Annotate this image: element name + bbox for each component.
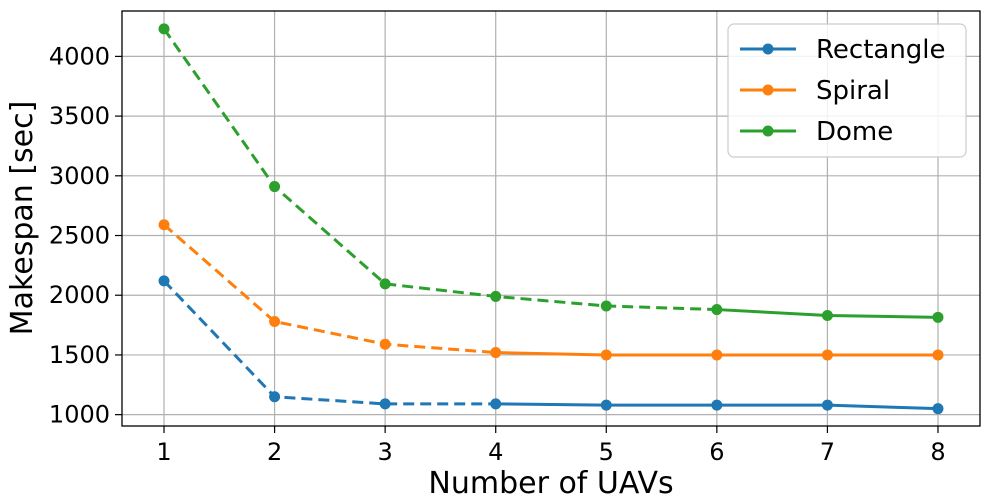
- data-point: [490, 347, 502, 359]
- y-axis-ticks: 1000 1500 2000 2500 3000 3500 4000: [49, 42, 122, 429]
- data-point: [269, 181, 281, 193]
- data-point: [711, 304, 723, 316]
- y-tick-label: 2000: [49, 281, 110, 309]
- legend-label: Rectangle: [816, 35, 946, 65]
- data-point: [269, 391, 281, 403]
- x-tick-label: 8: [930, 438, 945, 466]
- data-point: [932, 349, 944, 361]
- x-tick-label: 7: [820, 438, 835, 466]
- data-point: [490, 290, 502, 302]
- x-tick-label: 2: [267, 438, 282, 466]
- y-tick-label: 1500: [49, 341, 110, 369]
- y-axis-label: Makespan [sec]: [5, 101, 40, 336]
- data-point: [711, 399, 723, 411]
- data-point: [379, 338, 391, 350]
- data-point: [379, 398, 391, 410]
- x-axis-label: Number of UAVs: [428, 466, 673, 500]
- y-tick-label: 4000: [49, 42, 110, 70]
- data-point: [600, 300, 612, 312]
- x-tick-label: 3: [378, 438, 393, 466]
- legend-label: Spiral: [816, 76, 890, 106]
- data-point: [821, 399, 833, 411]
- data-point: [932, 403, 944, 415]
- series-spiral: [158, 219, 944, 361]
- data-point: [821, 310, 833, 322]
- series-line-dashed: [162, 28, 717, 312]
- series-line-dashed: [163, 223, 496, 355]
- data-point: [932, 311, 944, 323]
- data-point: [158, 219, 170, 231]
- series-layer: [158, 23, 944, 415]
- series-rectangle: [158, 275, 944, 415]
- data-point: [490, 398, 502, 410]
- data-point: [711, 349, 723, 361]
- x-tick-label: 4: [488, 438, 503, 466]
- x-tick-label: 6: [709, 438, 724, 466]
- legend-marker: [762, 125, 774, 137]
- data-point: [821, 349, 833, 361]
- legend-label: Dome: [816, 117, 893, 147]
- series-line-dashed: [162, 279, 496, 406]
- data-point: [269, 316, 281, 328]
- y-tick-label: 3000: [49, 162, 110, 190]
- series-dome: [158, 23, 944, 323]
- y-tick-label: 3500: [49, 102, 110, 130]
- y-tick-label: 2500: [49, 222, 110, 250]
- data-point: [158, 23, 170, 35]
- x-tick-label: 1: [156, 438, 171, 466]
- x-tick-label: 5: [599, 438, 614, 466]
- legend-marker: [762, 43, 774, 55]
- legend-box: [727, 23, 967, 158]
- plot-frame: [121, 10, 981, 427]
- legend: Rectangle Spiral Dome: [727, 23, 967, 158]
- data-point: [158, 275, 170, 287]
- x-axis-ticks: 1 2 3 4 5 6 7 8: [156, 426, 946, 466]
- y-tick-label: 1000: [49, 401, 110, 429]
- data-point: [600, 349, 612, 361]
- data-point: [379, 278, 391, 290]
- data-point: [600, 399, 612, 411]
- legend-marker: [762, 84, 774, 96]
